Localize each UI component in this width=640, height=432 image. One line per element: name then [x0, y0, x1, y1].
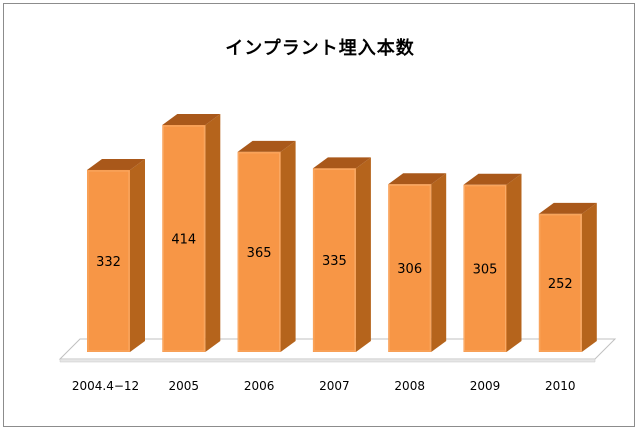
bar [87, 169, 130, 352]
data-label: 252 [548, 277, 573, 292]
data-label: 365 [247, 246, 272, 261]
bar [388, 184, 432, 352]
bar [312, 168, 356, 352]
bar-top [237, 140, 296, 152]
bar [538, 213, 582, 352]
bar-top [538, 202, 597, 214]
x-tick-label: 2007 [319, 379, 350, 393]
bar-highlight [539, 214, 582, 352]
x-tick-label: 2008 [394, 379, 425, 393]
x-tick-label: 2004.4−12 [72, 379, 139, 393]
data-label: 306 [397, 262, 422, 277]
bar-top [87, 158, 145, 170]
bar-top [388, 173, 447, 185]
chart-title: インプラント埋入本数 [225, 38, 415, 59]
data-label: 332 [96, 255, 121, 270]
bar-top [312, 157, 371, 169]
bar-side [130, 158, 145, 352]
bar-side [205, 114, 221, 352]
bar [463, 184, 507, 352]
bar-side [355, 157, 371, 352]
bar-side [280, 140, 296, 352]
bar-top [463, 173, 522, 185]
data-label: 414 [171, 233, 196, 248]
bar [237, 151, 281, 352]
bar-top [162, 114, 221, 125]
x-tick-label: 2006 [244, 379, 275, 393]
chart-floor-edge [59, 358, 596, 363]
data-label: 305 [473, 262, 498, 277]
bar-highlight [87, 170, 130, 352]
bar-highlight [162, 125, 205, 352]
x-tick-label: 2009 [470, 379, 501, 393]
x-tick-label: 2005 [169, 379, 200, 393]
bar-side [506, 173, 522, 352]
bar-highlight [238, 152, 281, 352]
bar-side [431, 173, 447, 352]
bar-side [581, 202, 597, 352]
bar [162, 125, 206, 352]
x-tick-label: 2010 [545, 379, 576, 393]
data-label: 335 [322, 254, 347, 269]
bar-highlight [313, 168, 356, 352]
bar-highlight [464, 185, 506, 352]
bar-highlight [388, 184, 431, 352]
